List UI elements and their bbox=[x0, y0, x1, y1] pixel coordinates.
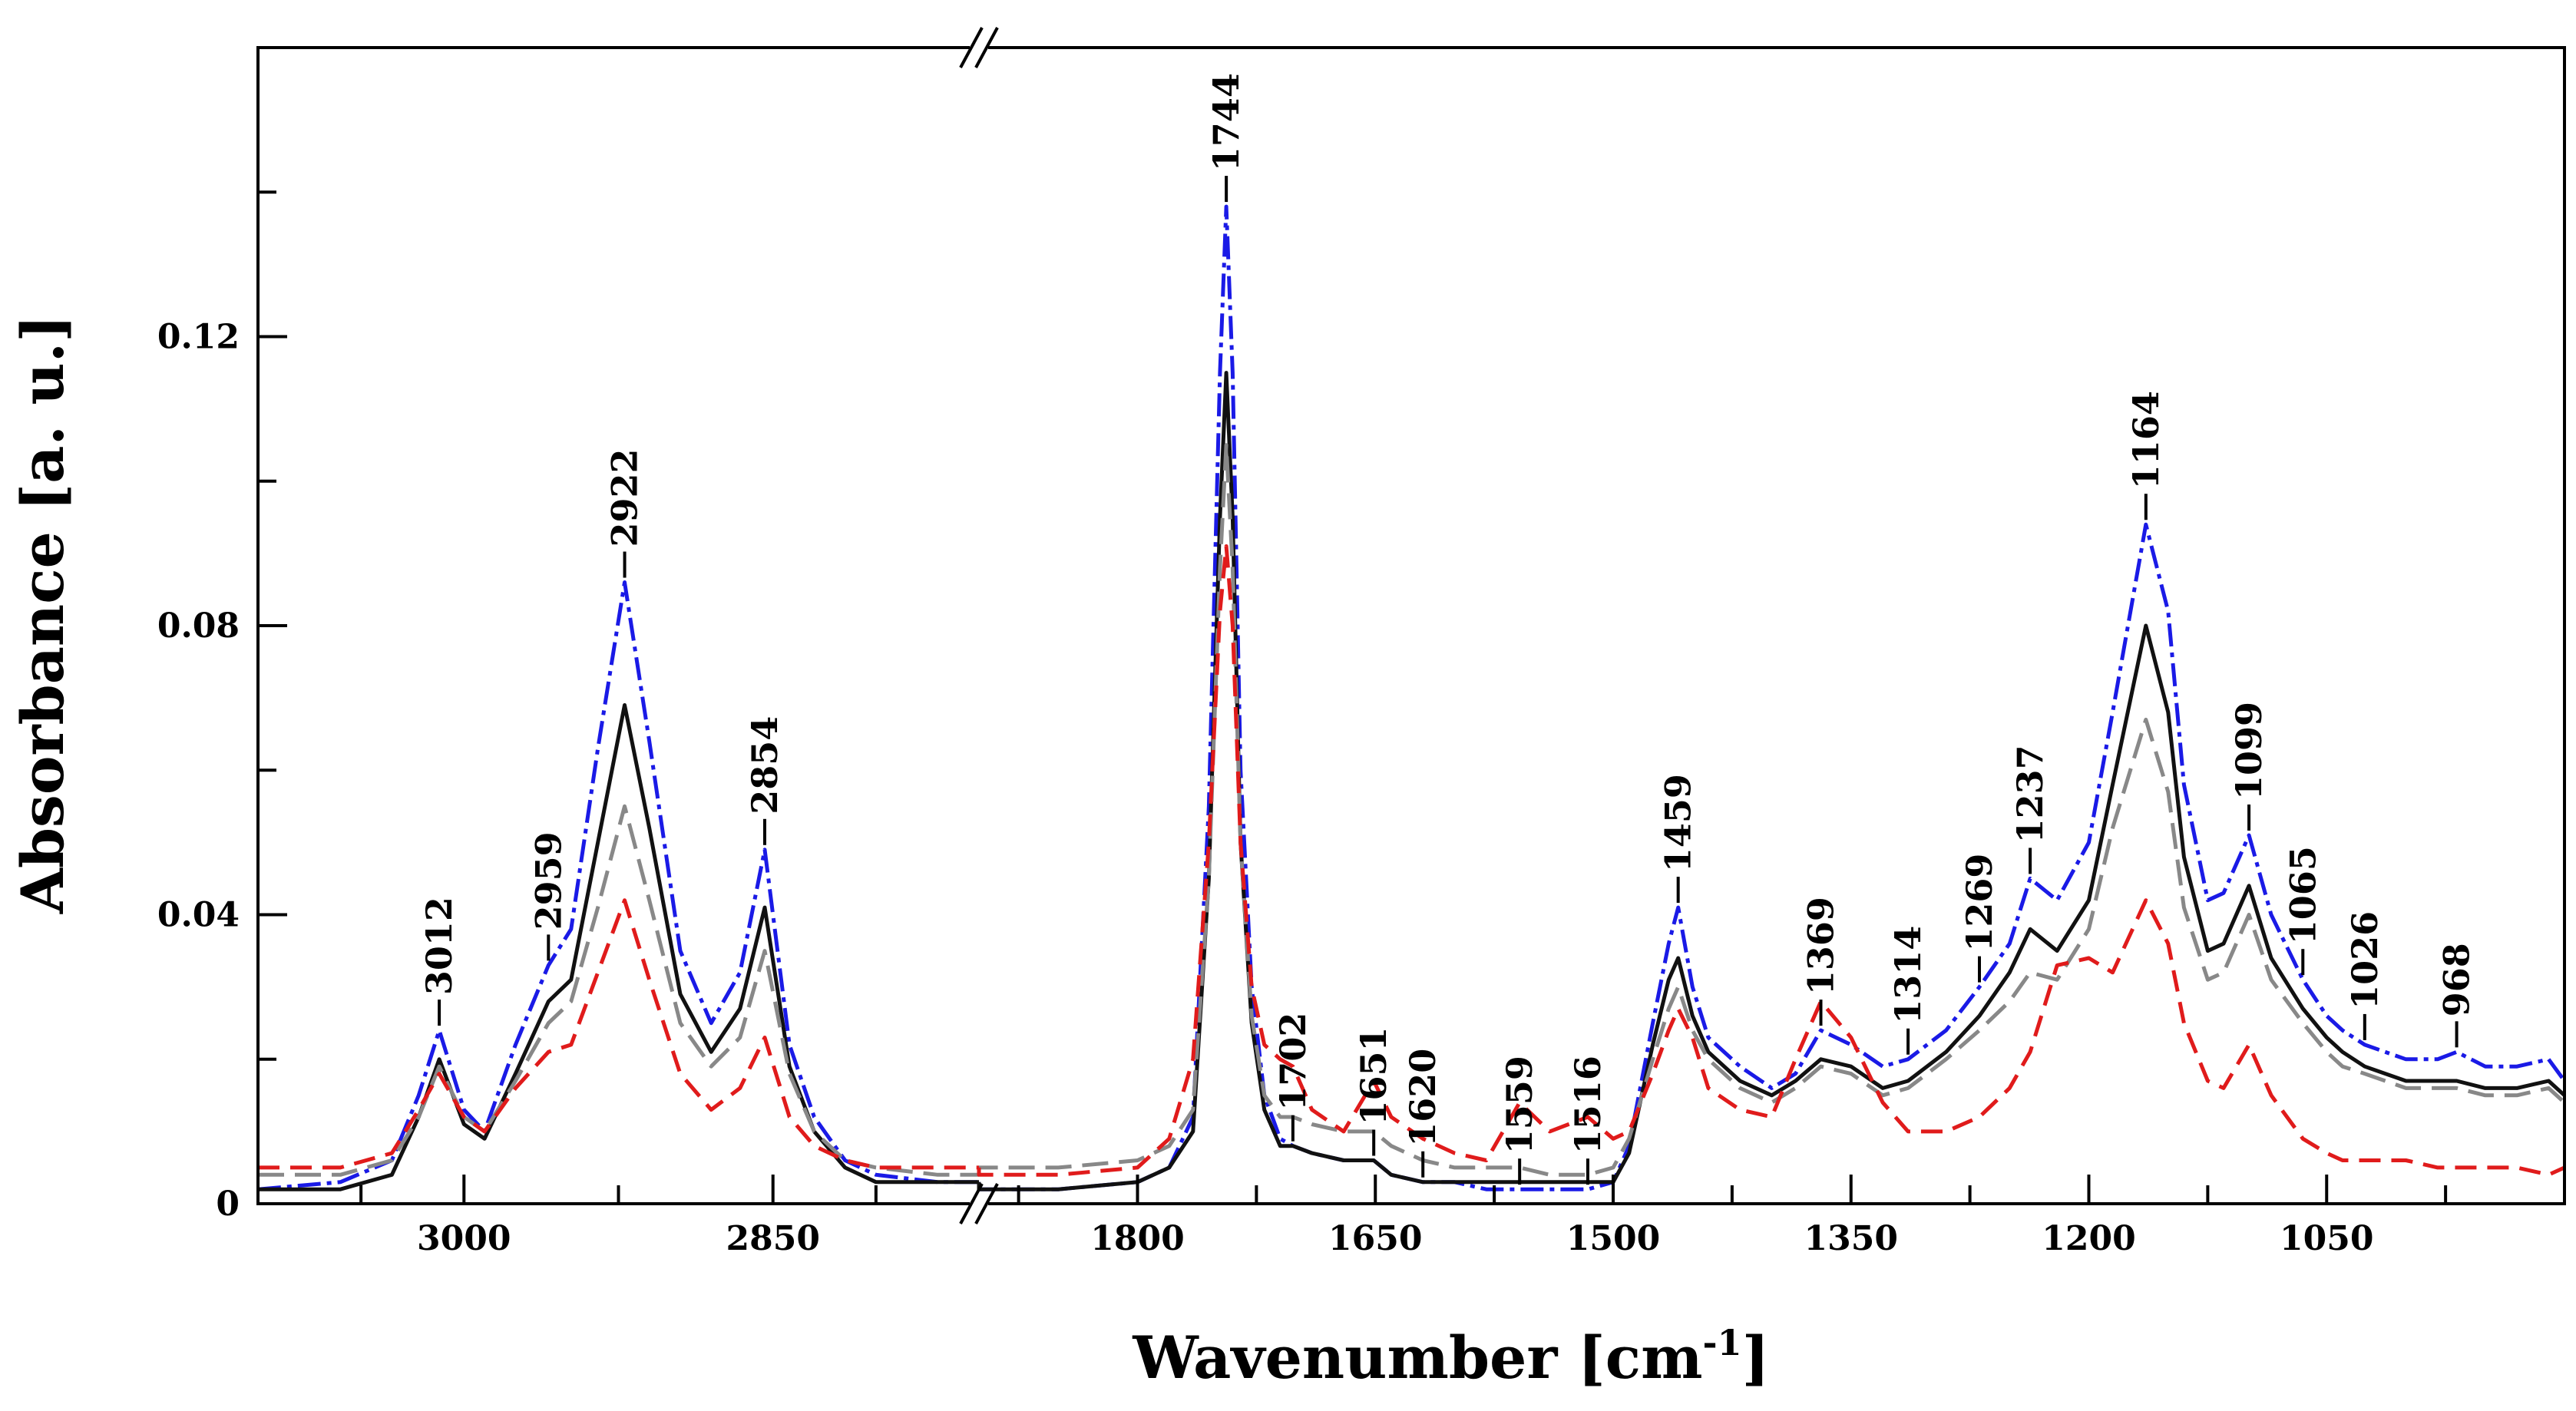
y-tick-label: 0.08 bbox=[157, 606, 240, 646]
x-axis-title-main: Wavenumber [cm bbox=[1132, 1323, 1702, 1392]
y-tick-label: 0.12 bbox=[157, 318, 240, 357]
x-tick-label: 1050 bbox=[2280, 1219, 2373, 1258]
x-axis-title: Wavenumber [cm-1] bbox=[1132, 1322, 1769, 1392]
x-tick-label: 1350 bbox=[1804, 1219, 1898, 1258]
axis-break-mark bbox=[974, 1183, 999, 1224]
peak-label: 1744 bbox=[1205, 73, 1247, 171]
axes-layer: 3000 2850 1800 1650 1500 1350 1200 1050 0 0.04 0.0… bbox=[157, 27, 2566, 1258]
axis-break-mark bbox=[974, 27, 999, 68]
peak-label: 1702 bbox=[1272, 1013, 1314, 1111]
axis-break-mark bbox=[959, 27, 984, 68]
peak-label: 1026 bbox=[2344, 911, 2386, 1010]
x-tick-label: 2850 bbox=[726, 1219, 819, 1258]
y-tick-label: 0 bbox=[216, 1185, 240, 1224]
y-tick-label: 0.04 bbox=[157, 896, 240, 935]
peak-label: 2922 bbox=[604, 448, 646, 547]
x-tick-label: 1650 bbox=[1328, 1219, 1422, 1258]
peak-label: 1459 bbox=[1658, 774, 1699, 872]
peak-label: 968 bbox=[2436, 943, 2478, 1016]
series-line-2 bbox=[258, 443, 2566, 1177]
axis-break-gap bbox=[970, 1199, 988, 1208]
peak-label: 1559 bbox=[1499, 1056, 1540, 1154]
peak-label: 1065 bbox=[2282, 846, 2323, 944]
peak-label: 1620 bbox=[1402, 1049, 1443, 1147]
peak-label: 1237 bbox=[2009, 745, 2051, 843]
x-tick-label: 1500 bbox=[1566, 1219, 1660, 1258]
peak-label: 1651 bbox=[1353, 1026, 1394, 1125]
peak-label: 3012 bbox=[418, 897, 460, 995]
peak-label: 2959 bbox=[527, 831, 569, 930]
series-layer bbox=[257, 204, 2567, 1191]
peak-label: 1314 bbox=[1887, 926, 1929, 1024]
peak-label: 1369 bbox=[1801, 897, 1842, 995]
labels-layer: 3012 2959 2922 2854 1744 1702 1651 1620 1559 1516… bbox=[418, 73, 2478, 1185]
axis-break-gap bbox=[970, 43, 988, 52]
x-tick-label: 3000 bbox=[417, 1219, 511, 1258]
peak-label: 1099 bbox=[2228, 702, 2270, 800]
y-axis-title: Absorbance [a. u.] bbox=[8, 315, 77, 914]
peak-label: 2854 bbox=[744, 716, 785, 815]
x-axis-title-end: ] bbox=[1742, 1323, 1770, 1392]
peak-label: 1164 bbox=[2125, 391, 2167, 489]
series-line-3 bbox=[258, 544, 2566, 1177]
x-axis-title-superscript: -1 bbox=[1703, 1322, 1742, 1363]
x-tick-label: 1800 bbox=[1090, 1219, 1184, 1258]
x-tick-label: 1200 bbox=[2042, 1219, 2135, 1258]
axis-break-mark bbox=[959, 1183, 984, 1224]
series-line-0 bbox=[257, 204, 2567, 1191]
peak-label: 1269 bbox=[1959, 854, 2000, 952]
peak-label: 1516 bbox=[1567, 1056, 1609, 1154]
